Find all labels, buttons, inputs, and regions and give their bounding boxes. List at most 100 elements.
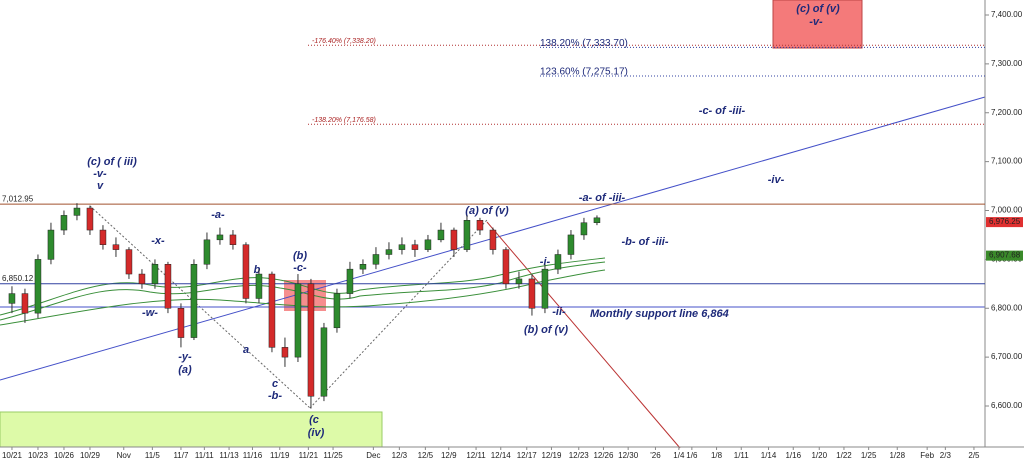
candle-body <box>99 229 107 245</box>
wave-label: -ii- <box>552 306 566 318</box>
wave-label: (a) <box>178 364 192 376</box>
wave-label: c <box>272 378 278 390</box>
y-tick-label: 7,200.00 <box>991 108 1023 117</box>
candle-body <box>528 278 536 309</box>
candle-body <box>554 254 562 270</box>
y-tick-label: 6,700.00 <box>991 352 1023 361</box>
candle-body <box>216 234 224 241</box>
candle-body <box>580 222 588 236</box>
candle-body <box>489 229 497 250</box>
x-tick-label: 11/13 <box>219 451 239 460</box>
fib-label: -176.40% (7,338.20) <box>312 38 376 45</box>
candle-body <box>177 308 185 338</box>
wave-label: -y- <box>178 351 192 363</box>
wave-label: -v- <box>93 168 107 180</box>
x-tick-label: 12/17 <box>517 451 538 460</box>
x-tick-label: 12/19 <box>541 451 562 460</box>
x-tick-label: 12/23 <box>569 451 590 460</box>
x-tick-label: 1/25 <box>861 451 877 460</box>
wave-label: b <box>254 264 261 276</box>
wave-label: v <box>97 180 104 192</box>
target-zone <box>772 0 863 49</box>
x-tick-label: 12/3 <box>392 451 408 460</box>
fib-label: -138.20% (7,176.58) <box>312 117 376 124</box>
candle-body <box>281 347 289 358</box>
candle-body <box>411 244 419 250</box>
candle-body <box>385 249 393 255</box>
x-tick-label: 1/11 <box>734 451 750 460</box>
x-tick-label: 1/28 <box>889 451 905 460</box>
wave-label: -iv- <box>768 174 785 186</box>
price-tag-label: 6,976.25 <box>989 217 1021 226</box>
support-zone <box>0 411 383 448</box>
wave-label: -c- of -iii- <box>699 105 746 117</box>
x-tick-label: 10/21 <box>2 451 23 460</box>
wave-label: -w- <box>142 307 158 319</box>
x-tick-label: 11/21 <box>299 451 319 460</box>
x-tick-label: 11/5 <box>145 451 161 460</box>
candle-body <box>268 273 276 348</box>
candle-body <box>190 264 198 338</box>
x-tick-label: 10/23 <box>28 451 49 460</box>
x-tick-label: 12/5 <box>418 451 434 460</box>
x-tick-label: 12/14 <box>491 451 512 460</box>
candle-body <box>47 229 55 260</box>
x-tick-label: 12/11 <box>466 451 486 460</box>
y-tick-label: 6,800.00 <box>991 303 1023 312</box>
candle-body <box>294 283 302 358</box>
x-tick-label: 1/6 <box>686 451 698 460</box>
price-tag <box>986 250 1023 261</box>
candle-body <box>8 293 16 304</box>
wave-link <box>309 219 488 409</box>
candle-body <box>307 283 315 397</box>
x-tick-label: 11/25 <box>323 451 343 460</box>
wave-label: (c <box>309 414 319 426</box>
candle-body <box>515 278 523 285</box>
candle-body <box>125 249 133 275</box>
wave-label: -v- <box>809 16 823 28</box>
price-tag-label: 6,907.68 <box>989 251 1021 260</box>
candle-body <box>333 293 341 329</box>
y-tick-label: 7,400.00 <box>991 10 1023 19</box>
x-tick-label: 11/7 <box>173 451 189 460</box>
x-tick-label: 1/16 <box>785 451 801 460</box>
wave-label: -b- <box>268 390 282 402</box>
y-tick-label: 7,300.00 <box>991 59 1023 68</box>
wave-label: (b) of (v) <box>524 324 568 336</box>
level-label: 6,850.12 <box>2 274 34 283</box>
wave-label: (c) of ( iii) <box>87 156 137 168</box>
candle-body <box>346 268 354 294</box>
x-tick-label: 2/3 <box>940 451 952 460</box>
level-label: 7,012.95 <box>2 194 34 203</box>
wave-label: -c- <box>293 262 307 274</box>
candle-body <box>463 220 471 250</box>
wave-label: (b) <box>293 250 307 262</box>
candle-body <box>593 217 601 223</box>
candle-body <box>60 215 68 231</box>
x-tick-label: 10/29 <box>80 451 101 460</box>
x-tick-label: 1/8 <box>711 451 723 460</box>
x-tick-label: 11/11 <box>195 451 214 460</box>
candle-body <box>73 207 81 216</box>
candle-body <box>138 273 146 285</box>
wave-label: -b- of -iii- <box>621 236 668 248</box>
candle-body <box>112 244 120 250</box>
wave-label: (a) of (v) <box>465 205 509 217</box>
candle-body <box>359 264 367 270</box>
x-tick-label: 12/26 <box>593 451 614 460</box>
x-tick-label: 1/4 <box>673 451 685 460</box>
x-tick-label: 11/19 <box>270 451 290 460</box>
x-tick-label: Feb <box>920 451 934 460</box>
candle-body <box>242 244 250 299</box>
fib-label: 123.60% (7,275.17) <box>540 67 628 78</box>
x-tick-label: 1/22 <box>836 451 852 460</box>
candle-body <box>34 259 42 314</box>
candle-body <box>86 207 94 231</box>
candle-body <box>398 244 406 250</box>
candle-body <box>502 249 510 285</box>
candle-body <box>450 229 458 250</box>
wave-label: (iv) <box>308 427 325 439</box>
candle-body <box>567 234 575 255</box>
y-tick-label: 7,000.00 <box>991 206 1023 215</box>
